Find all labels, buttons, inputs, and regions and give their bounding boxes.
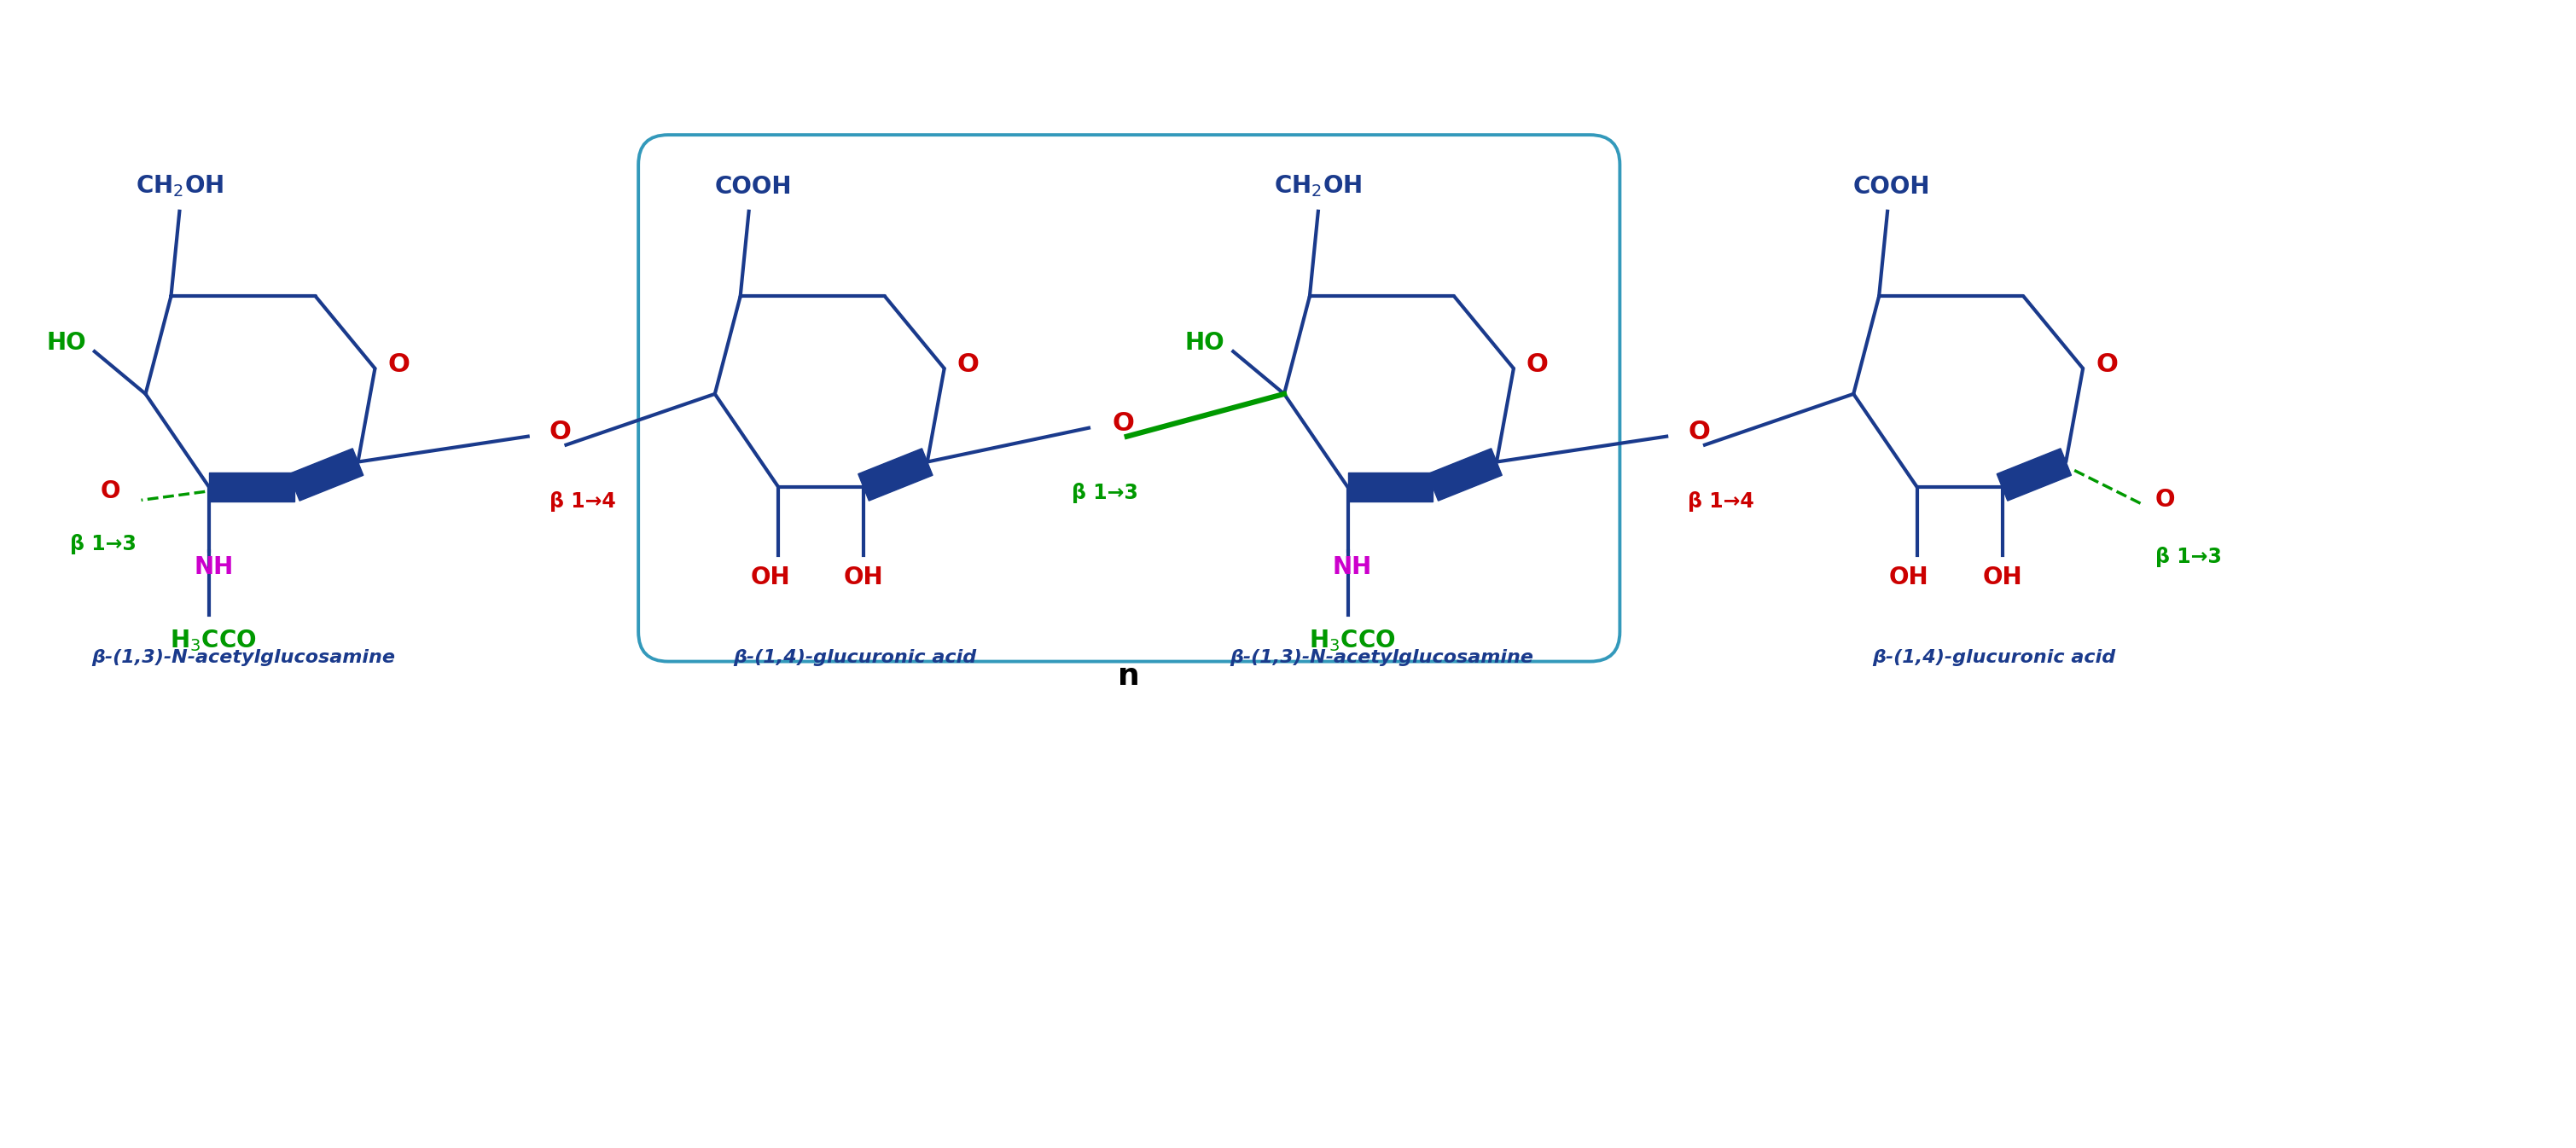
Text: NH: NH: [1332, 556, 1373, 580]
Polygon shape: [858, 449, 933, 501]
Polygon shape: [289, 449, 363, 501]
Text: H$_3$CCO: H$_3$CCO: [170, 628, 258, 653]
Text: β 1→3: β 1→3: [70, 534, 137, 554]
Text: β 1→4: β 1→4: [549, 491, 616, 512]
Text: β-(1,3)-N-acetylglucosamine: β-(1,3)-N-acetylglucosamine: [1229, 649, 1533, 666]
Text: OH: OH: [845, 566, 884, 589]
Text: CH$_2$OH: CH$_2$OH: [1275, 173, 1363, 199]
Text: O: O: [1113, 411, 1133, 436]
Text: β-(1,3)-N-acetylglucosamine: β-(1,3)-N-acetylglucosamine: [90, 649, 394, 666]
Text: O: O: [100, 480, 121, 504]
Text: O: O: [549, 420, 572, 444]
Text: HO: HO: [1185, 331, 1224, 355]
Text: O: O: [2097, 351, 2117, 377]
Text: O: O: [389, 351, 410, 377]
Text: COOH: COOH: [1852, 174, 1929, 199]
Text: COOH: COOH: [714, 174, 791, 199]
Text: NH: NH: [193, 556, 234, 580]
Text: O: O: [1687, 420, 1710, 444]
Polygon shape: [1347, 473, 1432, 502]
Text: β-(1,4)-glucuronic acid: β-(1,4)-glucuronic acid: [734, 649, 976, 666]
Text: CH$_2$OH: CH$_2$OH: [137, 173, 224, 199]
Polygon shape: [1996, 449, 2071, 501]
Text: n: n: [1118, 661, 1141, 690]
Text: O: O: [958, 351, 979, 377]
Text: HO: HO: [46, 331, 85, 355]
Polygon shape: [209, 473, 294, 502]
Text: OH: OH: [1984, 566, 2022, 589]
Text: O: O: [2156, 488, 2174, 512]
Text: β 1→4: β 1→4: [1687, 491, 1754, 512]
Text: O: O: [1528, 351, 1548, 377]
Polygon shape: [1427, 449, 1502, 501]
Text: β-(1,4)-glucuronic acid: β-(1,4)-glucuronic acid: [1873, 649, 2115, 666]
Text: OH: OH: [750, 566, 791, 589]
Text: OH: OH: [1888, 566, 1929, 589]
Text: H$_3$CCO: H$_3$CCO: [1309, 628, 1396, 653]
Text: β 1→3: β 1→3: [2156, 546, 2221, 567]
Text: β 1→3: β 1→3: [1072, 483, 1139, 504]
